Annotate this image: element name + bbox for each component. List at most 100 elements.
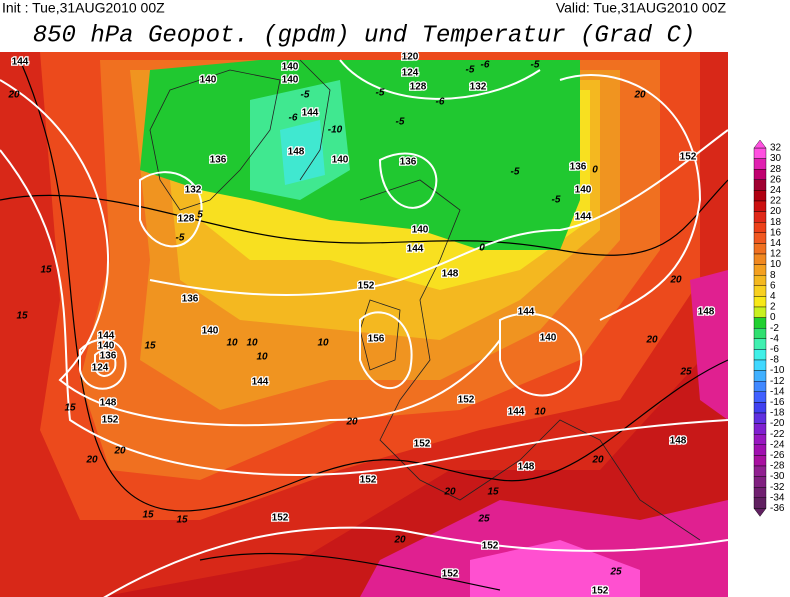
colorbar-swatch: [753, 147, 767, 159]
geopotential-label: 152: [458, 395, 475, 406]
temperature-label: -5: [552, 195, 561, 206]
temperature-label: 20: [393, 535, 406, 546]
geopotential-label: 152: [358, 281, 375, 292]
colorbar-label: -14: [770, 386, 785, 397]
geopotential-label: 140: [202, 326, 219, 337]
colorbar-swatch: [753, 455, 767, 467]
colorbar-swatch: [753, 296, 767, 308]
map: [0, 52, 728, 597]
contour-labels: 144 20 140 140 140 120 124 128 132 -5 -6 -6 -5 -5 -5 -6…: [7, 50, 716, 597]
temperature-label: 10: [246, 338, 258, 349]
colorbar-swatch: [753, 359, 767, 371]
colorbar-label: -8: [770, 355, 779, 366]
colorbar-label: -12: [770, 376, 785, 387]
temperature-label: 20: [645, 335, 658, 346]
colorbar-label: 6: [770, 280, 776, 291]
temperature-label: -10: [328, 125, 343, 136]
colorbar-label: 30: [770, 153, 782, 164]
colorbar-label: 10: [770, 259, 782, 270]
geopotential-label: 152: [272, 513, 289, 524]
colorbar-swatch: [753, 465, 767, 477]
temperature-label: 10: [534, 407, 546, 418]
temperature-label: 25: [679, 367, 692, 378]
temperature-label: 20: [591, 455, 604, 466]
colorbar-swatch: [753, 190, 767, 202]
temperature-label: 0: [592, 165, 598, 176]
colorbar-swatch: [753, 306, 767, 318]
geopotential-label: 152: [442, 569, 459, 580]
temperature-label: 20: [669, 275, 682, 286]
colorbar-swatch: [753, 221, 767, 233]
temperature-label: -5: [396, 117, 405, 128]
temperature-label: 25: [609, 567, 622, 578]
geopotential-label: 136: [100, 351, 117, 362]
colorbar-swatch: [753, 317, 767, 329]
geopotential-label: 148: [670, 436, 687, 447]
geopotential-label: 148: [442, 269, 459, 280]
geopotential-label: 136: [210, 155, 227, 166]
colorbar-swatch: [753, 253, 767, 265]
geopotential-label: 140: [575, 185, 592, 196]
colorbar-label: 12: [770, 249, 782, 260]
geopotential-label: 144: [302, 108, 319, 119]
temperature-label: 15: [16, 311, 28, 322]
temperature-label: -6: [289, 113, 298, 124]
colorbar-swatch: [753, 232, 767, 244]
colorbar-swatch: [753, 423, 767, 435]
colorbar-swatch: [753, 497, 767, 509]
temperature-label: -6: [436, 97, 445, 108]
geopotential-label: 144: [252, 377, 269, 388]
colorbar-swatch: [753, 264, 767, 276]
temperature-label: -6: [481, 60, 490, 71]
temperature-label: 15: [487, 487, 499, 498]
geopotential-label: 128: [410, 82, 427, 93]
colorbar-swatch: [753, 179, 767, 191]
colorbar-label: -30: [770, 471, 785, 482]
colorbar-label: -22: [770, 429, 785, 440]
geopotential-label: 124: [402, 68, 419, 79]
colorbar-label: 32: [770, 143, 782, 154]
temperature-label: 20: [443, 487, 456, 498]
colorbar-swatch: [753, 381, 767, 393]
geopotential-label: 140: [282, 62, 299, 73]
geopotential-label: 148: [288, 147, 305, 158]
colorbar-label: 22: [770, 196, 782, 207]
colorbar-arrow-top: [753, 139, 767, 149]
colorbar-label: 4: [770, 291, 776, 302]
colorbar-label: 0: [770, 312, 776, 323]
colorbar-label: 16: [770, 227, 782, 238]
geopotential-label: 156: [368, 334, 385, 345]
colorbar-swatch: [753, 243, 767, 255]
map-title: 850 hPa Geopot. (gpdm) und Temperatur (G…: [33, 22, 696, 49]
temperature-label: 15: [144, 341, 156, 352]
geopotential-label: 144: [12, 57, 29, 68]
temperature-label: 15: [176, 515, 188, 526]
temperature-label: 20: [85, 455, 98, 466]
colorbar-label: 14: [770, 238, 782, 249]
colorbar-label: -34: [770, 492, 785, 503]
colorbar-swatch: [753, 476, 767, 488]
colorbar-swatch: [753, 349, 767, 361]
colorbar-swatch: [753, 328, 767, 340]
colorbar-label: -18: [770, 408, 785, 419]
temperature-label: -5: [531, 60, 540, 71]
geopotential-label: 148: [518, 462, 535, 473]
geopotential-label: 152: [680, 152, 697, 163]
colorbar-label: -24: [770, 439, 785, 450]
colorbar-label: -6: [770, 344, 779, 355]
colorbar-label: -20: [770, 418, 785, 429]
geopotential-label: 152: [102, 415, 119, 426]
geopotential-label: 136: [400, 157, 417, 168]
colorbar-label: -10: [770, 365, 785, 376]
geopotential-label: 140: [412, 225, 429, 236]
colorbar-label: 2: [770, 302, 776, 313]
colorbar-label: 24: [770, 185, 782, 196]
colorbar-label: -4: [770, 333, 779, 344]
temperature-label: 25: [477, 514, 490, 525]
geopotential-label: 140: [282, 75, 299, 86]
temperature-label: 20: [345, 417, 358, 428]
colorbar-label: -16: [770, 397, 785, 408]
geopotential-label: 132: [185, 185, 202, 196]
colorbar-swatch: [753, 338, 767, 350]
